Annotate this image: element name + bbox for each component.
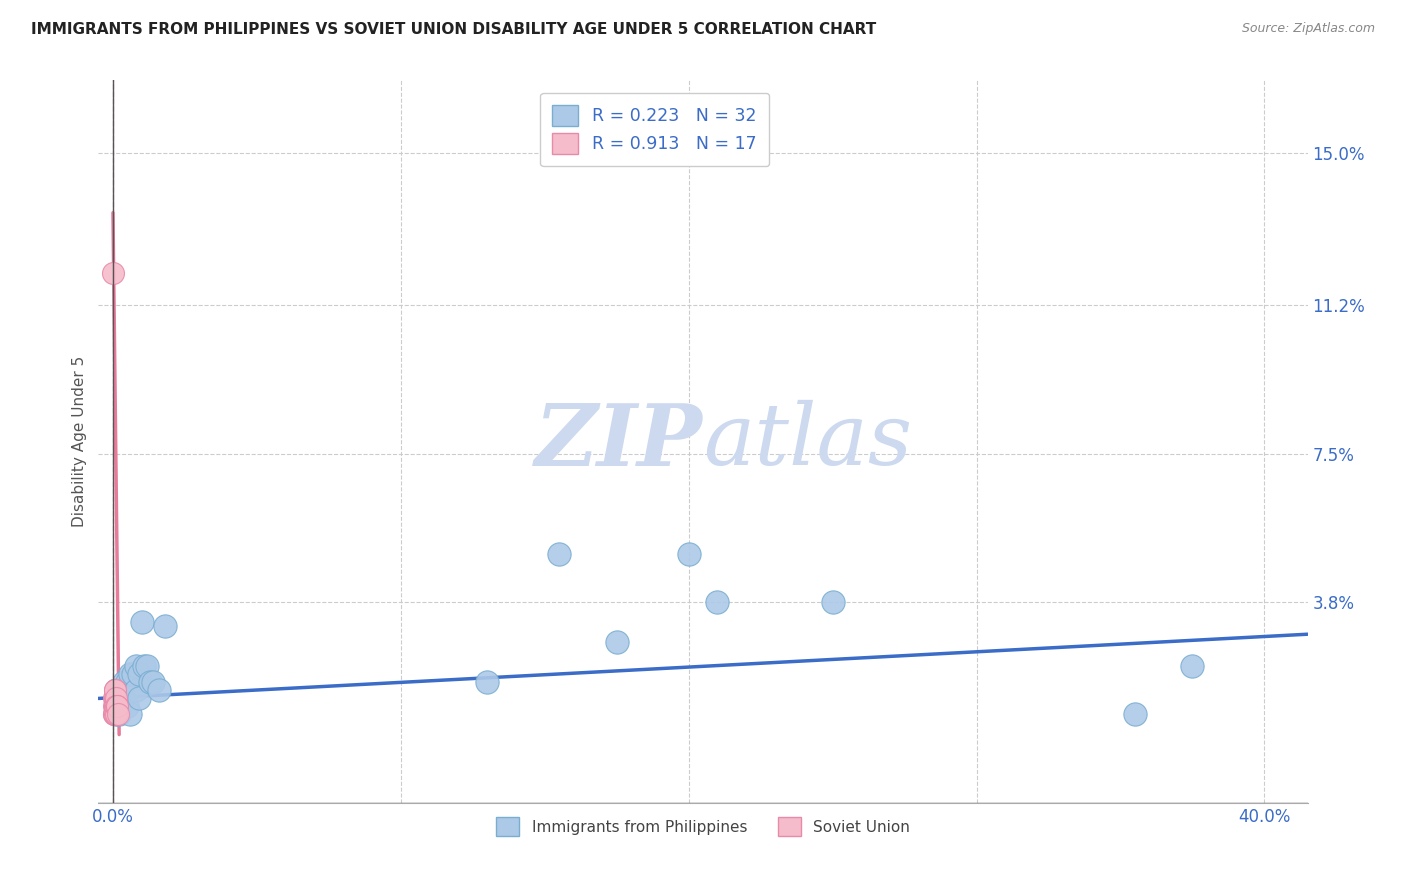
Point — [104, 691, 127, 706]
Point — [112, 691, 135, 706]
Point — [131, 615, 153, 630]
Point — [104, 707, 127, 722]
Point — [104, 707, 127, 722]
Point — [128, 667, 150, 681]
Text: IMMIGRANTS FROM PHILIPPINES VS SOVIET UNION DISABILITY AGE UNDER 5 CORRELATION C: IMMIGRANTS FROM PHILIPPINES VS SOVIET UN… — [31, 22, 876, 37]
Point — [104, 699, 127, 714]
Point — [103, 266, 125, 280]
Legend: Immigrants from Philippines, Soviet Union: Immigrants from Philippines, Soviet Unio… — [491, 811, 915, 842]
Y-axis label: Disability Age Under 5: Disability Age Under 5 — [72, 356, 87, 527]
Point — [103, 691, 125, 706]
Point — [107, 707, 129, 722]
Point — [136, 659, 159, 673]
Point — [103, 707, 125, 722]
Point — [115, 699, 138, 714]
Point — [104, 691, 127, 706]
Point — [107, 691, 129, 706]
Point — [107, 707, 129, 722]
Point — [1123, 707, 1146, 722]
Point — [1181, 659, 1204, 673]
Point — [148, 683, 170, 698]
Point — [103, 707, 125, 722]
Point — [110, 699, 132, 714]
Point — [115, 675, 138, 690]
Point — [103, 683, 125, 698]
Point — [120, 707, 142, 722]
Text: Source: ZipAtlas.com: Source: ZipAtlas.com — [1241, 22, 1375, 36]
Point — [606, 635, 628, 649]
Point — [125, 659, 148, 673]
Point — [153, 619, 176, 633]
Point — [112, 675, 135, 690]
Point — [105, 699, 128, 714]
Point — [103, 699, 125, 714]
Point — [122, 667, 145, 681]
Point — [104, 683, 127, 698]
Point — [104, 707, 127, 722]
Point — [125, 683, 148, 698]
Point — [104, 683, 127, 698]
Point — [120, 667, 142, 681]
Point — [134, 659, 156, 673]
Point — [107, 699, 129, 714]
Point — [678, 547, 700, 561]
Point — [139, 675, 162, 690]
Point — [706, 595, 728, 609]
Point — [142, 675, 165, 690]
Point — [110, 683, 132, 698]
Point — [821, 595, 844, 609]
Point — [475, 675, 498, 690]
Point — [128, 691, 150, 706]
Text: atlas: atlas — [703, 401, 912, 483]
Point — [103, 699, 125, 714]
Point — [105, 699, 128, 714]
Text: ZIP: ZIP — [536, 400, 703, 483]
Point — [548, 547, 571, 561]
